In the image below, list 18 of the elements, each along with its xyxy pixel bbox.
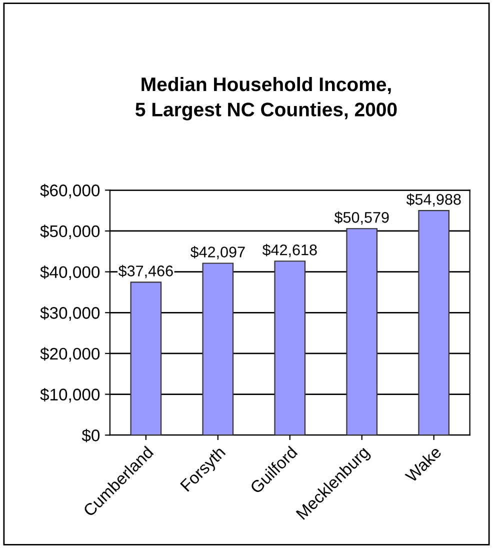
y-tick-label: $60,000 <box>40 184 100 198</box>
data-label: $42,097 <box>190 246 245 260</box>
data-label: $50,579 <box>334 211 389 225</box>
bar <box>130 282 162 436</box>
bar <box>202 262 234 436</box>
y-tick-label: $20,000 <box>40 347 100 362</box>
data-label: $37,466 <box>118 264 173 278</box>
bar <box>274 260 306 436</box>
y-tick-label: $50,000 <box>40 224 100 240</box>
y-tick-label: $40,000 <box>40 266 100 280</box>
y-tick-label: $10,000 <box>40 388 100 402</box>
chart-title: Median Household Income, 5 Largest NC Counties, 2000 <box>136 76 397 120</box>
bar <box>346 228 378 436</box>
data-label: $54,988 <box>406 193 461 207</box>
data-label: $42,618 <box>262 244 317 258</box>
bar <box>418 210 450 436</box>
y-tick-label: $0 <box>82 428 100 442</box>
y-tick-label: $30,000 <box>40 306 100 321</box>
